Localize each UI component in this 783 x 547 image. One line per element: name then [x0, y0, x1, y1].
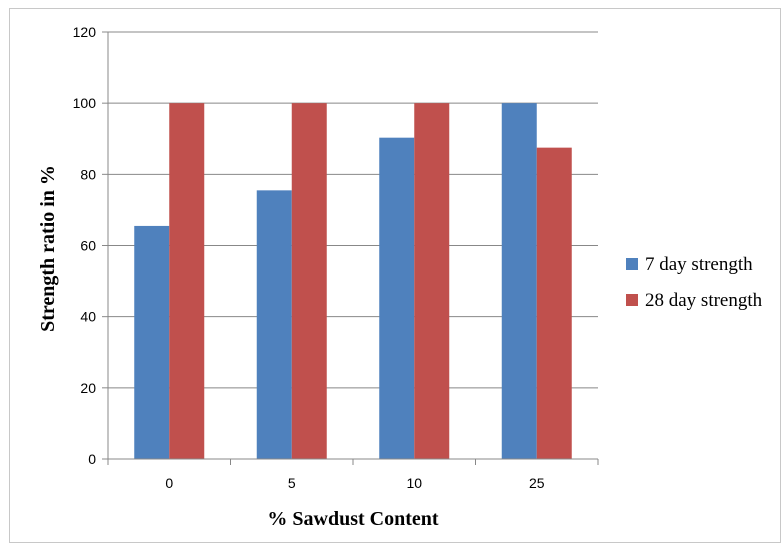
x-tick-label: 10 [406, 475, 422, 491]
y-tick-label: 0 [88, 451, 96, 467]
bars [134, 103, 572, 460]
bar-7day-0 [134, 225, 170, 459]
y-tick-label: 20 [80, 380, 96, 396]
bar-28day-25 [536, 147, 572, 460]
bar-28day-0 [169, 103, 205, 460]
bar-28day-5 [291, 103, 327, 460]
x-tick-label: 5 [288, 475, 296, 491]
x-tick-label: 0 [165, 475, 173, 491]
y-tick-label: 80 [80, 166, 96, 182]
y-tick-label: 40 [80, 309, 96, 325]
bar-7day-25 [501, 103, 537, 460]
bar-7day-10 [379, 137, 415, 459]
legend-swatch-7day [626, 258, 638, 270]
legend-label-7day: 7 day strength [645, 254, 753, 275]
y-tick-label: 60 [80, 238, 96, 254]
legend: 7 day strength 28 day strength [626, 254, 763, 311]
tick-labels: 0 20 40 60 80 100 120 0 5 10 25 [73, 24, 599, 491]
y-tick-label: 120 [73, 24, 97, 40]
bar-28day-10 [414, 103, 450, 460]
x-axis-title: % Sawdust Content [267, 508, 438, 530]
y-tick-label: 100 [73, 95, 97, 111]
y-axis-title: Strength ratio in % [37, 165, 59, 332]
legend-swatch-28day [626, 294, 638, 306]
legend-label-28day: 28 day strength [645, 290, 763, 311]
x-tick-label: 25 [529, 475, 545, 491]
bar-7day-5 [256, 190, 292, 460]
